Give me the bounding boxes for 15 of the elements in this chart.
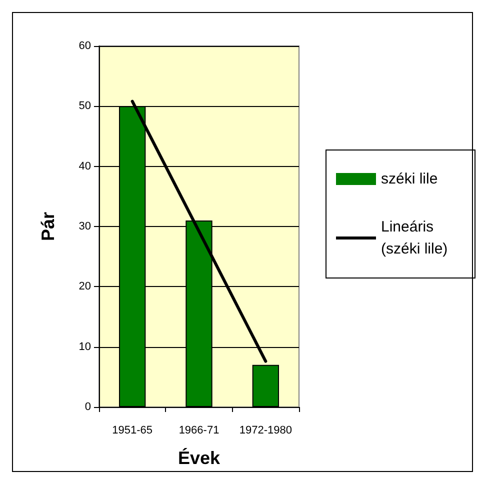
x-tick-label: 1972-1980 <box>239 424 292 436</box>
x-axis-title: Évek <box>178 448 222 468</box>
y-tick-label: 50 <box>78 100 91 112</box>
y-axis-title: Pár <box>38 212 58 242</box>
y-tick-label: 30 <box>78 220 91 232</box>
y-tick-label: 60 <box>78 40 91 52</box>
x-tick-label: 1966-71 <box>178 424 220 436</box>
legend-label: Lineáris (széki lile) <box>381 218 448 258</box>
y-tick-label: 10 <box>78 340 91 353</box>
x-tick-label: 1951-65 <box>112 424 153 436</box>
y-tick-label: 20 <box>78 280 91 293</box>
y-tick-label: 0 <box>84 401 91 413</box>
bar <box>252 364 279 407</box>
y-tick-label: 40 <box>78 160 91 172</box>
legend-label: széki lile <box>381 170 438 188</box>
